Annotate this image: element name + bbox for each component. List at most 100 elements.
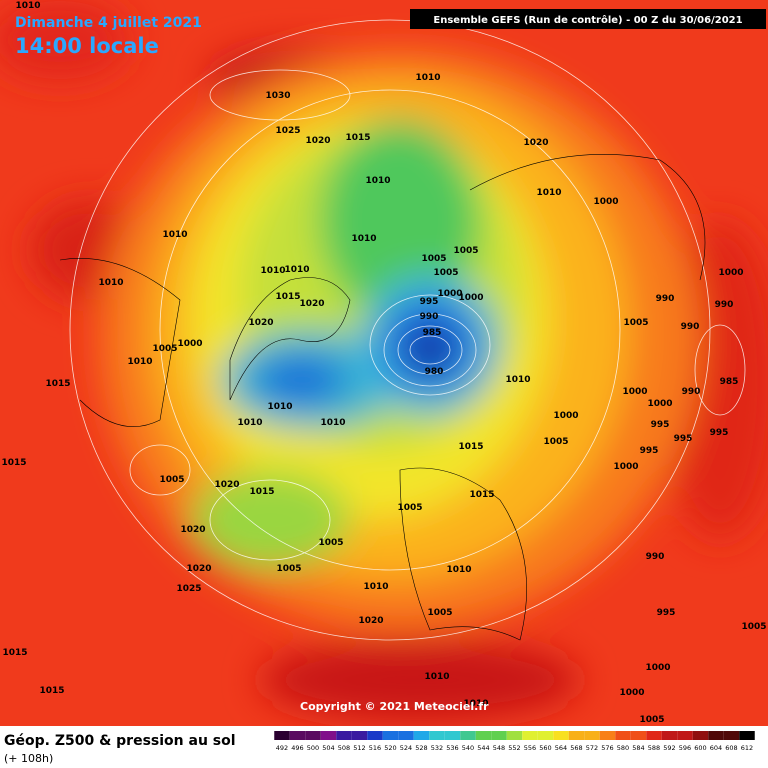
colorbar-swatch [615, 731, 631, 740]
isobar-label: 1000 [458, 293, 483, 303]
colorbar-label: 592 [663, 744, 675, 752]
isobar-label: 990 [681, 322, 700, 332]
colorbar-swatch [320, 731, 337, 740]
isobar-label: 995 [651, 420, 670, 430]
colorbar-swatch [692, 731, 709, 740]
colorbar-label: 612 [741, 744, 753, 752]
model: Ensemble GEFS (Run de contrôle) - 00 Z d… [433, 14, 742, 26]
colorbar-swatch [305, 731, 321, 740]
isobar-label: 1020 [305, 136, 330, 146]
isobar-label: 1020 [180, 525, 205, 535]
colorbar-label: 588 [648, 744, 660, 752]
colorbar-swatch [553, 731, 569, 740]
isobar-label: 1010 [237, 418, 262, 428]
colorbar-label: 520 [384, 744, 396, 752]
isobar-label: 1010 [424, 672, 449, 682]
z500-field [0, 0, 768, 720]
isobar-label: 1005 [397, 503, 422, 513]
colorbar-label: 544 [477, 744, 489, 752]
isobar-label: 1015 [458, 442, 483, 452]
colorbar-label: 600 [694, 744, 706, 752]
isobar-label: 1000 [647, 399, 672, 409]
colorbar-label: 548 [493, 744, 505, 752]
colorbar-swatch [336, 731, 352, 740]
isobar-label: 1005 [433, 268, 458, 278]
isobar-label: 1000 [177, 339, 202, 349]
isobar-label: 1005 [276, 564, 301, 574]
isobar-label: 1015 [2, 648, 27, 658]
footer-lead: (+ 108h) [4, 752, 53, 765]
colorbar-label: 528 [415, 744, 427, 752]
isobar-label: 1000 [613, 462, 638, 472]
colorbar-label: 564 [555, 744, 567, 752]
isobar-label: 985 [423, 328, 442, 338]
colorbar-label: 604 [710, 744, 722, 752]
copyright: Copyright © 2021 Meteociel.fr [300, 700, 489, 713]
colorbar-label: 516 [369, 744, 381, 752]
time: 14:00 locale [15, 34, 159, 58]
colorbar-swatch [289, 731, 306, 740]
colorbar-swatch [274, 731, 290, 740]
isobar-label: 1005 [159, 475, 184, 485]
colorbar-label: 576 [601, 744, 613, 752]
isobar-label: 1015 [275, 292, 300, 302]
isobar-label: 1010 [162, 230, 187, 240]
isobar-label: 1005 [741, 622, 766, 632]
isobar-label: 1000 [593, 197, 618, 207]
colorbar-swatch [708, 731, 724, 740]
colorbar-label: 552 [508, 744, 520, 752]
colorbar-label: 512 [353, 744, 365, 752]
isobar-label: 1020 [186, 564, 211, 574]
isobar-label: 1010 [363, 582, 388, 592]
isobar-label: 1020 [358, 616, 383, 626]
colorbar-label: 524 [400, 744, 412, 752]
isobar-label: 1005 [623, 318, 648, 328]
isobar-label: 1005 [543, 437, 568, 447]
isobar-label: 1010 [415, 73, 440, 83]
isobar-label: 1005 [421, 254, 446, 264]
isobar-label: 1010 [446, 565, 471, 575]
colorbar-swatch [677, 731, 693, 740]
colorbar-swatch [382, 731, 399, 740]
colorbar-label: 556 [524, 744, 536, 752]
isobar-label: 1010 [536, 188, 561, 198]
colorbar-label: 540 [462, 744, 474, 752]
isobar-label: 1010 [365, 176, 390, 186]
colorbar-swatch [460, 731, 476, 740]
isobar-label: 1010 [284, 265, 309, 275]
footer-title: Géop. Z500 & pression au sol [4, 733, 236, 749]
isobar-label: 990 [715, 300, 734, 310]
isobar-label: 985 [720, 377, 739, 387]
colorbar-label: 492 [276, 744, 288, 752]
isobar-label: 990 [682, 387, 701, 397]
isobar-label: 1000 [619, 688, 644, 698]
isobar-label: 995 [674, 434, 693, 444]
colorbar-swatch [413, 731, 430, 740]
isobar-label: 1015 [39, 686, 64, 696]
isobar-label: 1000 [622, 387, 647, 397]
colorbar-label: 568 [570, 744, 582, 752]
isobar-label: 1030 [265, 91, 290, 101]
colorbar-label: 496 [291, 744, 303, 752]
isobar-label: 1010 [463, 699, 488, 709]
isobar-label: 1010 [505, 375, 530, 385]
colorbar-swatch [351, 731, 368, 740]
colorbar-swatch [599, 731, 616, 740]
isobar-label: 1015 [249, 487, 274, 497]
isobar-label: 1025 [275, 126, 300, 136]
isobar-label: 995 [420, 297, 439, 307]
colorbar-swatch [723, 731, 740, 740]
isobar-label: 1015 [1, 458, 26, 468]
isobar-label: 1015 [45, 379, 70, 389]
isobar-label: 1005 [318, 538, 343, 548]
colorbar-swatch [584, 731, 600, 740]
isobar-label: 1010 [351, 234, 376, 244]
colorbar-label: 572 [586, 744, 598, 752]
isobars [69, 19, 746, 641]
isobar-label: 1000 [645, 663, 670, 673]
colorbar-label: 596 [679, 744, 691, 752]
colorbar-label: 500 [307, 744, 319, 752]
isobar-labels: 1010 1010 1030 1025 1020 1015 1020 1010 1010 1000… [1, 1, 766, 725]
isobar-label: 1000 [437, 289, 462, 299]
isobar-label: 1010 [98, 278, 123, 288]
